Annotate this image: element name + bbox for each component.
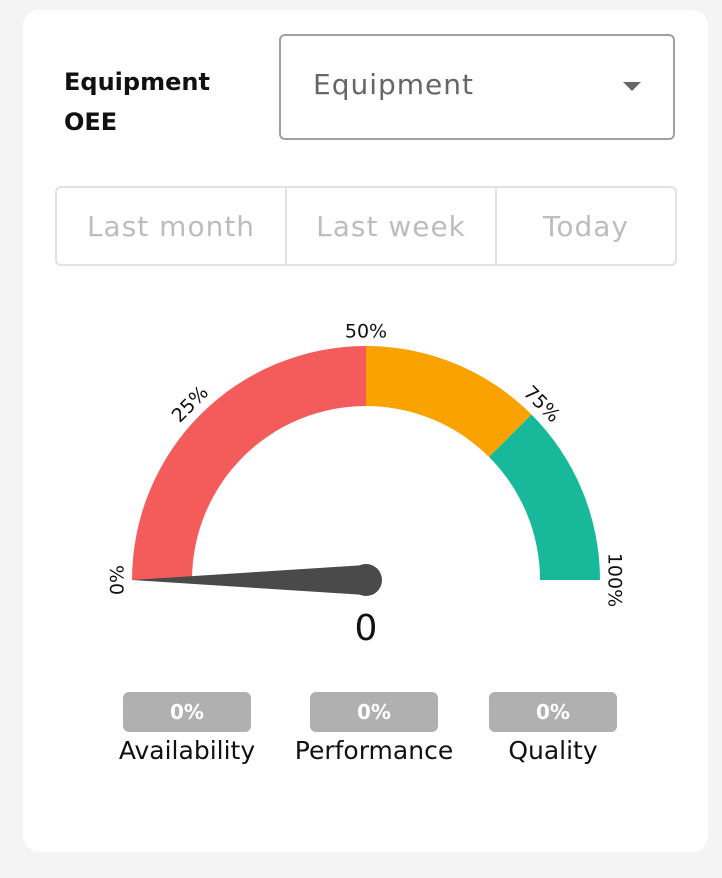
gauge-band-2 [489,414,600,580]
tab-last-week[interactable]: Last week [287,188,497,264]
gauge-needle [132,565,366,595]
performance-badge: 0% [310,692,438,732]
quality-badge: 0% [489,692,617,732]
gauge-value: 0 [355,608,378,649]
equipment-select[interactable]: Equipment [279,34,675,140]
availability-label: Availability [118,736,256,765]
equipment-select-value: Equipment [313,68,474,101]
tab-today[interactable]: Today [543,209,629,243]
caret-down-icon [623,82,641,91]
performance-label: Performance [294,736,454,765]
gauge-tick-label: 50% [345,321,387,343]
gauge-tick-label: 0% [107,565,129,595]
gauge-band-1 [366,346,532,457]
time-range-tabs: Last month Last week Today [55,186,677,266]
availability-badge: 0% [123,692,251,732]
gauge-needle-hub [350,564,382,596]
quality-label: Quality [508,736,598,765]
gauge-band-0 [132,346,366,580]
tab-last-month[interactable]: Last month [57,188,287,264]
card-title: Equipment OEE [64,68,210,136]
gauge-tick-label: 100% [604,553,626,607]
